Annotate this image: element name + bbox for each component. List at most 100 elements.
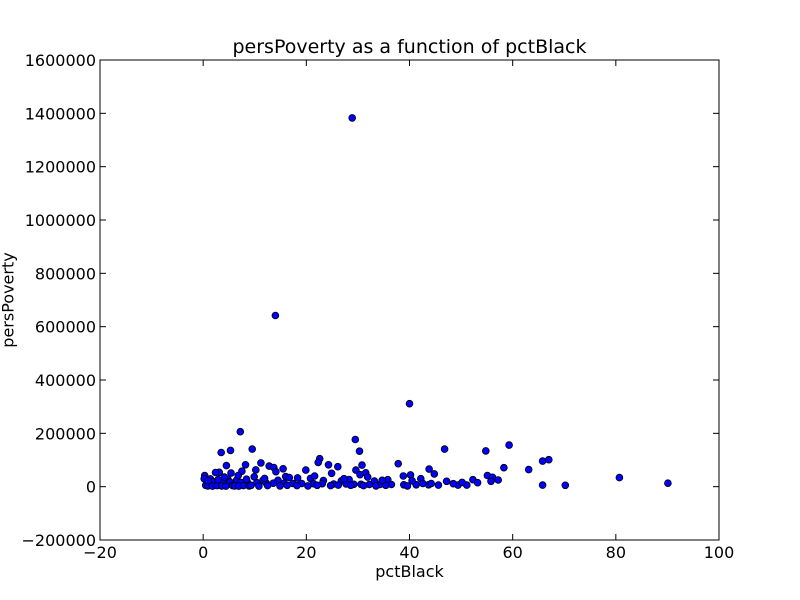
data-point <box>220 473 229 481</box>
data-point <box>408 476 416 485</box>
y-tick-label: −200000 <box>22 531 96 550</box>
chart-title: persPoverty as a function of pctBlack <box>233 36 587 58</box>
x-tick-label: −20 <box>83 543 117 562</box>
data-point <box>561 481 570 490</box>
x-tick-label: 20 <box>296 543 316 562</box>
data-point <box>434 481 443 489</box>
plot-area <box>100 60 719 540</box>
data-point <box>340 474 348 483</box>
data-point <box>440 445 449 453</box>
data-point <box>214 475 222 484</box>
data-point <box>381 481 390 490</box>
data-point <box>222 482 230 490</box>
data-point <box>327 469 336 478</box>
data-points <box>200 114 672 490</box>
data-point <box>204 476 213 485</box>
y-tick-label: 800000 <box>35 264 96 283</box>
y-tick-label: 600000 <box>35 318 96 337</box>
data-point <box>271 311 280 320</box>
data-point <box>285 473 294 482</box>
x-tick-label: 60 <box>502 543 522 562</box>
data-point <box>279 464 287 473</box>
data-point <box>356 470 364 479</box>
data-point <box>313 481 322 490</box>
x-tick-label: 40 <box>399 543 419 562</box>
data-point <box>494 476 503 484</box>
data-point <box>257 459 265 467</box>
data-point <box>427 479 436 488</box>
data-point <box>247 481 255 490</box>
data-point <box>260 474 269 483</box>
data-point <box>334 481 343 489</box>
data-point <box>355 447 364 456</box>
data-point <box>346 481 355 490</box>
data-point <box>363 473 372 481</box>
x-tick-label: 80 <box>606 543 626 562</box>
data-point <box>378 476 387 485</box>
data-point <box>405 399 414 408</box>
data-point <box>615 473 624 482</box>
y-tick-label: 1600000 <box>25 51 96 70</box>
data-point <box>236 427 245 436</box>
data-point <box>449 479 458 488</box>
data-point <box>304 482 312 490</box>
data-point <box>351 435 360 444</box>
data-point <box>430 470 439 478</box>
data-point <box>372 482 380 490</box>
data-point <box>538 481 547 489</box>
data-point <box>226 446 235 455</box>
data-point <box>252 466 260 474</box>
y-tick-label: 1400000 <box>25 104 96 123</box>
data-point <box>234 471 243 480</box>
data-point <box>310 472 319 480</box>
data-point <box>442 477 451 486</box>
data-point <box>293 481 301 490</box>
data-point <box>227 469 235 477</box>
data-point <box>403 482 412 490</box>
data-point <box>314 458 323 467</box>
data-point <box>544 455 553 464</box>
data-point <box>419 479 427 488</box>
data-point <box>276 482 284 490</box>
y-tick-label: 0 <box>86 478 96 497</box>
y-axis-label: persPoverty <box>0 252 18 347</box>
axis-ticks: −20 0 20 40 60 80 100 −200000 0 200000 400000 60000… <box>22 51 735 562</box>
data-point <box>358 461 366 469</box>
data-point <box>248 445 257 453</box>
data-point <box>211 468 220 477</box>
data-point <box>283 481 292 490</box>
data-point <box>326 481 335 490</box>
y-tick-label: 1000000 <box>25 211 96 230</box>
x-axis-label: pctBlack <box>375 562 444 581</box>
data-point <box>425 465 433 473</box>
y-tick-label: 1200000 <box>25 158 96 177</box>
data-point <box>272 467 280 476</box>
data-point <box>664 479 672 488</box>
data-point <box>263 481 272 490</box>
data-point <box>255 482 263 490</box>
data-point <box>487 477 495 486</box>
data-point <box>473 478 482 487</box>
data-point <box>481 447 490 455</box>
data-point <box>500 463 508 472</box>
data-point <box>293 474 302 482</box>
data-point <box>333 462 342 471</box>
y-tick-label: 200000 <box>35 424 96 443</box>
data-point <box>324 460 333 469</box>
data-point <box>242 475 251 484</box>
x-tick-label: 100 <box>704 543 735 562</box>
data-point <box>458 478 466 487</box>
data-point <box>505 441 513 449</box>
data-point <box>222 461 231 470</box>
data-point <box>348 114 357 122</box>
data-point <box>301 466 310 474</box>
data-point <box>359 481 368 490</box>
data-point <box>524 465 533 474</box>
data-point <box>399 472 408 480</box>
y-tick-label: 400000 <box>35 371 96 390</box>
data-point <box>538 457 547 465</box>
data-point <box>241 460 250 469</box>
data-point <box>217 448 226 457</box>
x-tick-label: 0 <box>198 543 208 562</box>
